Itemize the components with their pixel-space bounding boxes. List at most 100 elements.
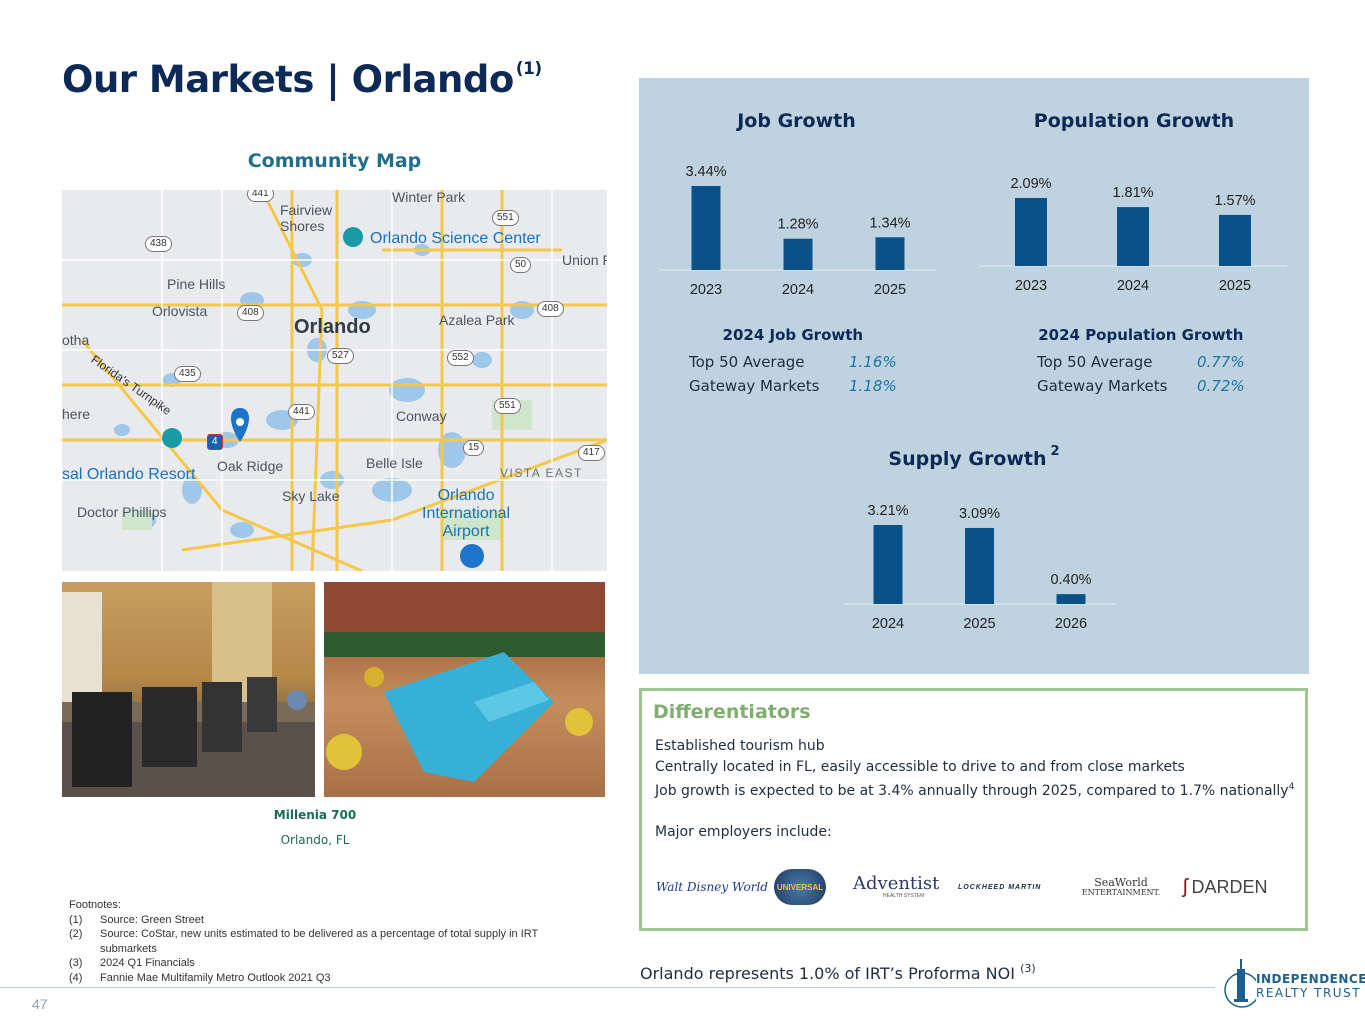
map-label-belle-isle: Belle Isle [366, 455, 423, 471]
brand-logo: INDEPENDENCE REALTY TRUST [1222, 955, 1365, 1011]
tick-label: 2023 [1015, 278, 1047, 294]
stat-label: Gateway Markets [689, 377, 820, 395]
supply-growth-svg: 3.21% 2024 3.09% 2025 0.40% 2026 [844, 503, 1116, 632]
noi-statement: Orlando represents 1.0% of IRT’s Proform… [640, 962, 1036, 983]
adventist-logo: Adventist HEALTH SYSTEM [853, 867, 943, 907]
map-label-pine-hills: Pine Hills [167, 276, 226, 292]
gym-photo [62, 582, 315, 797]
bar [1117, 207, 1149, 266]
bar [873, 525, 903, 604]
tick-label: 2023 [690, 282, 722, 298]
data-label: 3.44% [685, 164, 726, 180]
bar [1056, 594, 1086, 604]
universal-logo-text: UNIVERSAL [774, 869, 826, 905]
stat-value: 1.16% [849, 353, 897, 371]
tick-label: 2024 [872, 616, 904, 632]
population-stats: 2024 Population Growth Top 50 Average 0.7… [1037, 326, 1245, 398]
growth-panel: Job Growth Population Growth 3.44% 2023 1.… [639, 78, 1309, 674]
data-label: 1.34% [869, 215, 910, 231]
seaworld-logo: SeaWorld ENTERTAINMENT. [1076, 867, 1166, 907]
tick-label: 2025 [1219, 278, 1251, 294]
property-location: Orlando, FL [280, 833, 350, 847]
map-heading: Community Map [247, 150, 422, 172]
map-label-orlovista: Orlovista [152, 303, 208, 319]
tick-label: 2024 [782, 282, 814, 298]
map-label-vista-east: VISTA EAST [500, 466, 583, 480]
road-shield: 551 [492, 210, 519, 226]
pool-scene [324, 582, 605, 782]
bar [965, 527, 994, 604]
road-shield: 50 [510, 257, 532, 273]
tick-label: 2025 [874, 282, 906, 298]
footnote-num: (4) [69, 971, 83, 984]
population-growth-chart: 2.09% 2023 1.81% 2024 1.57% 2025 [979, 173, 1289, 308]
employers-label: Major employers include: [655, 824, 832, 840]
footnote-item: (3) 2024 Q1 Financials [69, 956, 599, 971]
map-label-airport: Orlando International Airport [422, 487, 511, 540]
road-shield: 441 [288, 404, 315, 420]
stat-label: Top 50 Average [689, 353, 805, 371]
map-label-sky-lake: Sky Lake [282, 488, 340, 504]
bar [875, 237, 905, 270]
map-label-orlando: Orlando [294, 316, 371, 338]
lockheed-logo: LOCKHEED MARTIN [958, 883, 1042, 891]
darden-mark-icon: ʃ [1183, 875, 1188, 898]
road-shield: 441 [247, 190, 274, 202]
footnotes-heading: Footnotes: [69, 899, 121, 911]
data-label: 2.09% [1010, 176, 1051, 192]
differentiators-box: Differentiators Established tourism hub … [639, 688, 1308, 931]
data-label: 1.57% [1214, 193, 1255, 209]
road-shield: 435 [174, 366, 201, 382]
stat-label: Top 50 Average [1037, 353, 1153, 371]
darden-logo: ʃ DARDEN [1183, 867, 1283, 907]
universal-logo: UNIVERSAL [771, 867, 829, 907]
job-stats-title: 2024 Job Growth [722, 326, 864, 344]
differentiators-list: Established tourism hub Centrally locate… [655, 736, 1294, 843]
tick-label: 2025 [963, 616, 995, 632]
employer-logos: Walt Disney World UNIVERSAL Adventist HE… [656, 867, 1286, 907]
brand-line-1: INDEPENDENCE [1256, 972, 1365, 986]
footnote-num: (3) [69, 957, 83, 969]
spacer [655, 802, 1294, 823]
road-shield: 552 [447, 350, 474, 366]
population-stats-row: Gateway Markets 0.72% [1037, 374, 1245, 398]
gym-scene [62, 582, 315, 797]
map-graphic [62, 190, 607, 571]
data-label: 1.28% [777, 217, 818, 233]
job-stats-row: Top 50 Average 1.16% [689, 350, 897, 374]
population-stats-row: Top 50 Average 0.77% [1037, 350, 1245, 374]
road-shield: 551 [494, 398, 521, 414]
map-label-azalea-park: Azalea Park [439, 312, 515, 328]
adventist-logo-text: Adventist [853, 873, 940, 894]
community-map[interactable]: Winter Park Fairview Shores Orlando Scie… [62, 190, 607, 571]
differentiators-title: Differentiators [653, 701, 811, 723]
population-stats-title: 2024 Population Growth [1038, 326, 1244, 344]
job-stats: 2024 Job Growth Top 50 Average 1.16% Gate… [689, 326, 897, 398]
road-shield: 408 [537, 301, 564, 317]
stat-value: 1.18% [849, 377, 897, 395]
property-name: Millenia 700 [273, 808, 357, 822]
bar [691, 186, 721, 270]
road-shield: 417 [578, 445, 605, 461]
map-label-conway: Conway [396, 408, 447, 424]
brand-line-2: REALTY TRUST [1256, 986, 1362, 1000]
tick-label: 2026 [1055, 616, 1087, 632]
footnote-num: (1) [69, 913, 83, 926]
bar [1015, 198, 1047, 266]
stat-value: 0.77% [1197, 353, 1245, 371]
footnotes: Footnotes: (1) Source: Green Street (2) So… [69, 898, 599, 985]
map-label-here: here [62, 406, 91, 422]
footnote-ref: 4 [1288, 782, 1295, 792]
footer-divider [0, 987, 1215, 988]
footnote-text: Source: CoStar, new units estimated to b… [100, 928, 539, 955]
population-growth-svg: 2.09% 2023 1.81% 2024 1.57% 2025 [979, 176, 1287, 294]
stat-label: Gateway Markets [1037, 377, 1168, 395]
differentiator-line: Centrally located in FL, easily accessib… [655, 758, 1185, 775]
road-shield: 438 [145, 236, 172, 252]
job-growth-chart: 3.44% 2023 1.28% 2024 1.34% 2025 [659, 158, 939, 308]
map-label-doctor-phillips: Doctor Phillips [77, 504, 167, 520]
map-label-science-center: Orlando Science Center [370, 230, 541, 247]
page-number: 47 [32, 996, 48, 1012]
footnote-item: (4) Fannie Mae Multifamily Metro Outlook … [69, 971, 599, 986]
data-label: 3.09% [959, 506, 1000, 522]
